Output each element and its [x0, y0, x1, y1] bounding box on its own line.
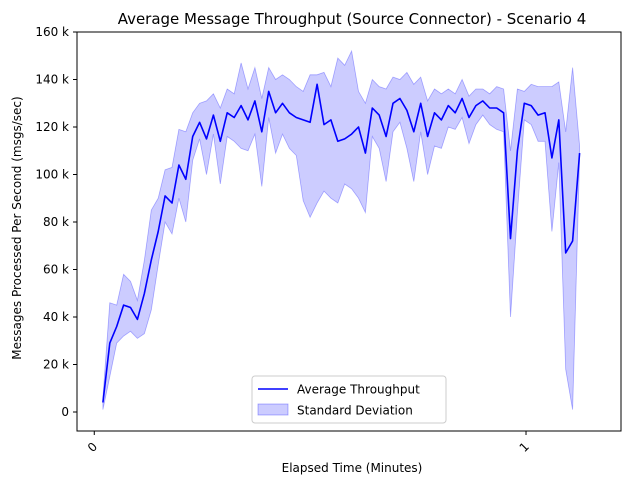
y-tick-label: 80 k [43, 215, 69, 229]
average-point [116, 326, 117, 327]
average-point [137, 319, 138, 320]
x-tick-label: 1 [517, 440, 532, 455]
average-point [123, 305, 124, 306]
average-point [434, 112, 435, 113]
average-point [303, 119, 304, 120]
y-tick-label: 140 k [35, 73, 69, 87]
average-point [531, 105, 532, 106]
average-point [565, 252, 566, 253]
average-point [482, 100, 483, 101]
average-point [344, 138, 345, 139]
average-point [337, 141, 338, 142]
average-point [489, 107, 490, 108]
average-point [171, 202, 172, 203]
legend: Average Throughput Standard Deviation [251, 375, 447, 424]
average-point [420, 103, 421, 104]
average-point [206, 138, 207, 139]
average-point [413, 131, 414, 132]
average-point [102, 402, 103, 403]
average-point [510, 238, 511, 239]
average-point [296, 117, 297, 118]
average-point [254, 100, 255, 101]
average-point [192, 136, 193, 137]
average-point [503, 112, 504, 113]
average-point [130, 307, 131, 308]
average-point [241, 105, 242, 106]
y-axis-label: Messages Processed Per Second (msgs/sec) [10, 96, 24, 359]
average-point [268, 91, 269, 92]
y-tick-label: 0 [61, 405, 69, 419]
average-point [372, 107, 373, 108]
average-point [144, 293, 145, 294]
x-axis-label: Elapsed Time (Minutes) [282, 461, 423, 475]
average-point [455, 112, 456, 113]
average-point [310, 122, 311, 123]
average-point [441, 119, 442, 120]
average-point [247, 119, 248, 120]
average-point [517, 150, 518, 151]
average-point [358, 126, 359, 127]
average-point [109, 343, 110, 344]
average-point [538, 115, 539, 116]
y-axis-ticks: 0 20 k 40 k 60 k 80 k 100 k 120 k 140 k 160 k [35, 25, 77, 419]
average-point [379, 115, 380, 116]
axes-frame [76, 31, 622, 432]
average-point [151, 259, 152, 260]
std-deviation-band [102, 49, 580, 410]
chart-title: Average Message Throughput (Source Conne… [118, 10, 587, 28]
average-point [185, 179, 186, 180]
y-tick-label: 100 k [35, 168, 69, 182]
legend-frame [251, 375, 447, 424]
y-tick-label: 40 k [43, 310, 69, 324]
x-tick-label: 0 [85, 440, 100, 455]
legend-band-swatch [257, 403, 289, 416]
y-tick-label: 120 k [35, 120, 69, 134]
average-point [399, 98, 400, 99]
average-point [544, 112, 545, 113]
average-point [289, 112, 290, 113]
average-point [227, 112, 228, 113]
average-point [282, 103, 283, 104]
average-point [158, 231, 159, 232]
average-point [234, 117, 235, 118]
average-point [448, 105, 449, 106]
average-point [475, 105, 476, 106]
legend-label-std: Standard Deviation [297, 404, 413, 418]
average-throughput-line [102, 83, 581, 403]
average-point [199, 122, 200, 123]
average-point [392, 103, 393, 104]
average-point [220, 141, 221, 142]
average-point [427, 136, 428, 137]
average-point [524, 103, 525, 104]
average-point [317, 84, 318, 85]
average-point [351, 134, 352, 135]
average-point [462, 98, 463, 99]
average-point [572, 240, 573, 241]
average-point [496, 107, 497, 108]
average-point [323, 124, 324, 125]
average-point [165, 195, 166, 196]
legend-label-average: Average Throughput [297, 383, 420, 397]
average-point [365, 153, 366, 154]
y-tick-label: 60 k [43, 263, 69, 277]
average-point [330, 119, 331, 120]
average-point [261, 131, 262, 132]
average-point [579, 153, 580, 154]
average-point [406, 110, 407, 111]
average-point [551, 157, 552, 158]
y-tick-label: 20 k [43, 358, 69, 372]
average-point [386, 136, 387, 137]
average-point [213, 115, 214, 116]
y-tick-label: 160 k [35, 25, 69, 39]
average-point [558, 119, 559, 120]
plot-area [102, 49, 581, 410]
average-point [178, 164, 179, 165]
average-point [275, 112, 276, 113]
average-point [468, 117, 469, 118]
